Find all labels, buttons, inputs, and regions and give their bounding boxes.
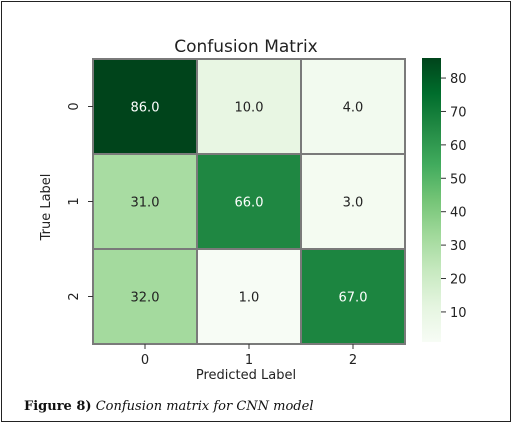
cell-value-label: 10.0 [235,101,264,116]
colorbar-tick-label: 20 [450,273,467,288]
figure-caption: Figure 8) Confusion matrix for CNN model [24,399,313,414]
cell-value-label: 4.0 [343,101,364,116]
colorbar-tick-label: 60 [450,139,467,154]
cell-value-label: 67.0 [339,291,368,306]
colorbar-tick-label: 30 [450,239,467,254]
cell-value-label: 66.0 [235,196,264,211]
cell-value-label: 3.0 [343,196,364,211]
cell-value-label: 1.0 [239,291,260,306]
x-tick-label: 2 [349,353,357,368]
confusion-matrix-chart: Confusion Matrix 86.0 10.0 4.0 31.0 66.0 3.0 3… [39,37,467,383]
y-tick-labels: 0 1 2 [67,102,93,301]
heatmap-cell-0-0 [92,58,198,155]
colorbar [422,58,441,342]
chart-title: Confusion Matrix [174,37,318,57]
colorbar-tick-label: 50 [450,172,467,187]
x-tick-label: 0 [141,353,149,368]
colorbar-tick-label: 40 [450,206,467,221]
colorbar-tick-label: 10 [450,306,467,321]
y-tick-label: 2 [67,292,82,300]
cell-value-label: 32.0 [131,291,160,306]
heatmap-cell-1-2 [300,153,406,250]
heatmap-cells: 86.0 10.0 4.0 31.0 66.0 3.0 32.0 1.0 67.0 [92,58,406,345]
y-axis-label: True Label [39,174,54,242]
cell-value-label: 31.0 [131,196,160,211]
colorbar-tick-label: 80 [450,72,467,87]
x-tick-label: 1 [245,353,253,368]
caption-label: Figure 8) [24,399,92,414]
x-tick-labels: 0 1 2 [141,344,357,368]
x-axis-label: Predicted Label [196,368,296,383]
y-tick-label: 0 [67,102,82,110]
cell-value-label: 86.0 [131,101,160,116]
caption-text: Confusion matrix for CNN model [95,399,314,414]
colorbar-ticks: 10 20 30 40 50 60 70 80 [441,72,467,321]
colorbar-tick-label: 70 [450,105,467,120]
heatmap-cell-2-1 [196,248,302,345]
heatmap-cell-0-2 [300,58,406,155]
heatmap-cell-0-1 [196,58,302,155]
y-tick-label: 1 [67,197,82,205]
